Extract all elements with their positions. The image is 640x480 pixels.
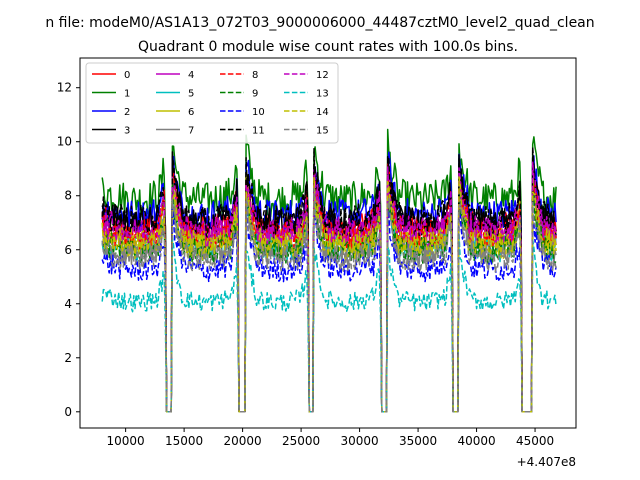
x-tick-label: 30000 [340, 434, 378, 448]
legend-entry-15: 15 [316, 126, 329, 137]
y-tick-label: 0 [64, 405, 72, 419]
legend-entry-3: 3 [124, 126, 130, 137]
y-tick-label: 6 [64, 243, 72, 257]
series-line-7 [102, 187, 557, 413]
x-tick-label: 40000 [457, 434, 495, 448]
x-tick-label: 35000 [399, 434, 437, 448]
legend-entry-8: 8 [252, 70, 258, 81]
legend-entry-7: 7 [188, 126, 194, 137]
x-axis-offset-label: +4.407e8 [517, 455, 576, 469]
y-tick-label: 2 [64, 351, 72, 365]
chart-title: Quadrant 0 module wise count rates with … [138, 39, 518, 55]
legend-entry-4: 4 [188, 70, 194, 81]
x-tick-label: 25000 [282, 434, 320, 448]
legend-entry-2: 2 [124, 107, 130, 118]
legend-entry-14: 14 [316, 107, 329, 118]
series-line-15 [101, 187, 557, 413]
plot-frame [79, 57, 577, 429]
y-tick-label: 8 [64, 189, 72, 203]
legend-entry-5: 5 [188, 89, 194, 100]
x-tick-label: 20000 [224, 434, 262, 448]
series-line-12 [101, 161, 557, 413]
legend-entry-1: 1 [124, 89, 130, 100]
legend-entry-6: 6 [188, 107, 194, 118]
y-axis: 0 2 4 6 8 10 12 [57, 81, 80, 419]
series-layer [101, 128, 557, 413]
y-tick-label: 4 [64, 297, 72, 311]
x-tick-label: 45000 [516, 434, 554, 448]
series-line-14 [101, 176, 557, 413]
series-line-10 [101, 200, 557, 413]
x-tick-label: 10000 [107, 434, 145, 448]
y-tick-label: 10 [57, 135, 72, 149]
legend-box [85, 62, 339, 144]
x-tick-label: 15000 [165, 434, 203, 448]
y-tick-label: 12 [57, 81, 72, 95]
legend-entry-11: 11 [252, 126, 265, 137]
series-line-13 [101, 233, 557, 413]
x-axis: 10000 15000 20000 25000 30000 35000 40000 45000 [107, 428, 554, 448]
series-line-1 [101, 128, 557, 413]
legend-entry-13: 13 [316, 89, 329, 100]
legend-entry-0: 0 [124, 70, 130, 81]
legend-entry-9: 9 [252, 89, 258, 100]
legend-entry-10: 10 [252, 107, 265, 118]
legend-entry-12: 12 [316, 70, 329, 81]
figure-suptitle: n file: modeM0/AS1A13_072T03_9000006000_… [45, 15, 594, 31]
